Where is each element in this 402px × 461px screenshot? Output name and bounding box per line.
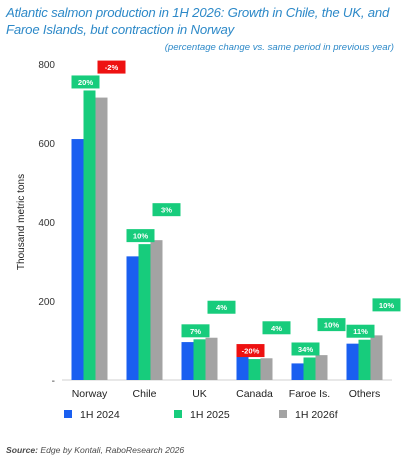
bar-norway-1h-2026f <box>95 97 108 380</box>
legend-label: 1H 2024 <box>80 409 120 421</box>
change-badge <box>317 318 346 332</box>
x-category-label: Faroe Is. <box>289 388 330 400</box>
change-badge <box>152 203 181 217</box>
legend-label: 1H 2026f <box>295 409 338 421</box>
y-tick-label: 400 <box>38 218 55 229</box>
bar-norway-1h-2024 <box>71 139 84 380</box>
bar-uk-1h-2024 <box>181 342 194 380</box>
change-badge <box>372 298 401 312</box>
bar-uk-1h-2026f <box>205 337 218 380</box>
change-label: 11% <box>353 327 368 336</box>
chart-title: Atlantic salmon production in 1H 2026: G… <box>6 5 390 37</box>
legend-swatch <box>64 410 72 418</box>
change-label: 4% <box>271 324 282 333</box>
x-category-label: Norway <box>72 388 108 400</box>
change-label: -20% <box>242 347 260 356</box>
bar-canada-1h-2024 <box>236 353 249 380</box>
change-badge <box>346 324 375 338</box>
x-category-label: UK <box>192 388 207 400</box>
legend-label: 1H 2025 <box>190 409 230 421</box>
bar-norway-1h-2025 <box>83 90 96 380</box>
y-tick-label: - <box>52 376 55 387</box>
change-label: 10% <box>133 232 148 241</box>
x-category-label: Chile <box>133 388 157 400</box>
bar-chile-1h-2024 <box>126 256 139 380</box>
source-text: Edge by Kontali, RaboResearch 2026 <box>40 445 185 455</box>
bar-faroe-is--1h-2026f <box>315 355 328 380</box>
legend-swatch <box>279 410 287 418</box>
change-label: -2% <box>105 63 119 72</box>
change-label: 34% <box>298 345 313 354</box>
source-label: Source: <box>6 445 38 455</box>
change-badge <box>71 75 100 89</box>
bar-others-1h-2026f <box>370 335 383 380</box>
change-label: 10% <box>324 321 339 330</box>
bar-faroe-is--1h-2025 <box>303 357 316 380</box>
bar-canada-1h-2025 <box>248 359 261 380</box>
source-note: Source: Edge by Kontali, RaboResearch 20… <box>6 445 184 456</box>
change-badge <box>97 60 126 74</box>
x-category-label: Canada <box>236 388 273 400</box>
y-tick-label: 600 <box>38 139 55 150</box>
bar-faroe-is--1h-2024 <box>291 363 304 380</box>
chart-subtitle: (percentage change vs. same period in pr… <box>164 42 394 53</box>
y-tick-label: 800 <box>38 60 55 71</box>
bar-chile-1h-2025 <box>138 244 151 380</box>
change-label: 20% <box>78 78 93 87</box>
x-category-label: Others <box>349 388 381 400</box>
legend-swatch <box>174 410 182 418</box>
change-label: 10% <box>379 301 394 310</box>
change-label: 3% <box>161 206 172 215</box>
y-tick-label: 200 <box>38 297 55 308</box>
change-badge <box>181 324 210 338</box>
change-badge <box>291 342 320 356</box>
change-badge <box>262 321 291 335</box>
bar-canada-1h-2026f <box>260 358 273 380</box>
change-badge <box>207 300 236 314</box>
change-label: 4% <box>216 303 227 312</box>
bar-others-1h-2025 <box>358 339 371 380</box>
bar-uk-1h-2025 <box>193 339 206 380</box>
bar-chile-1h-2026f <box>150 240 163 380</box>
change-badge <box>126 229 155 243</box>
change-badge <box>236 344 265 358</box>
change-label: 7% <box>190 327 201 336</box>
bar-others-1h-2024 <box>346 343 359 380</box>
y-axis-title: Thousand metric tons <box>16 174 27 270</box>
